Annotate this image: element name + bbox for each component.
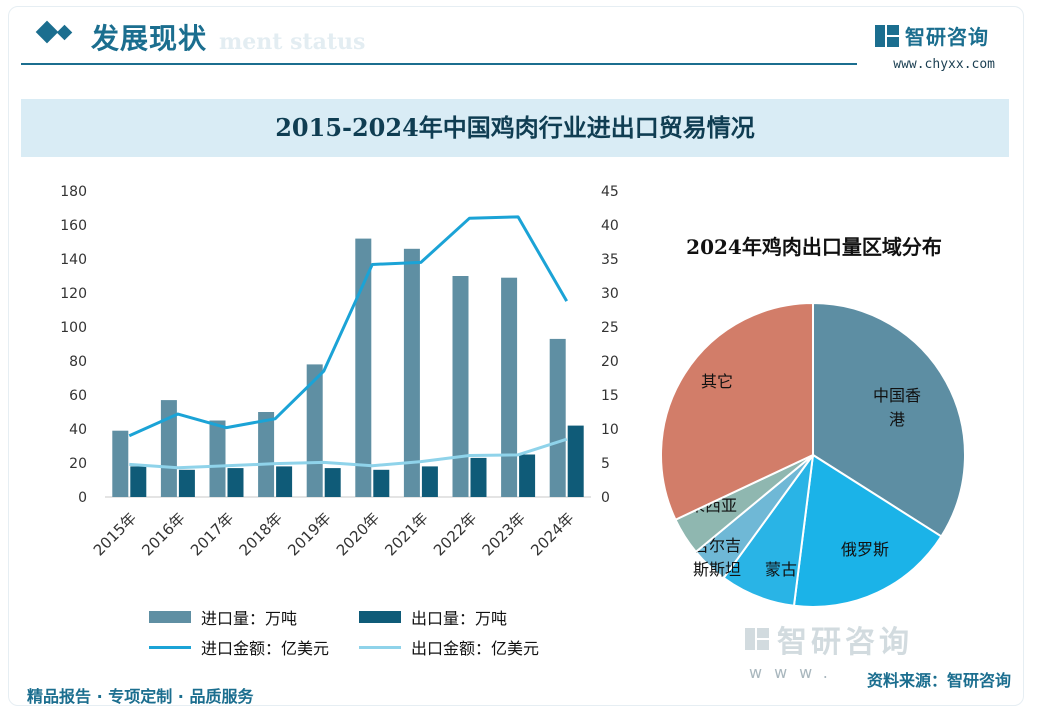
bar-import-volume — [209, 420, 226, 497]
x-tick-label: 2020年 — [333, 509, 383, 559]
line-export-value — [129, 437, 568, 470]
y-tick-label: 160 — [60, 218, 87, 234]
legend-label: 进口量：万吨 — [201, 609, 298, 628]
y-tick-label: 40 — [69, 422, 87, 438]
chart-canvas: 0 20 40 60 80 100 120 140 160 180 0 5 10 15 20 25 30 35 40… — [60, 184, 966, 608]
pie-slice-label: 港 — [889, 410, 905, 429]
y2-tick-label: 45 — [601, 184, 619, 200]
legend-item-import-value: 进口金额：亿美元 — [149, 635, 329, 659]
watermark-brand: 智研咨询 — [777, 625, 913, 660]
pie-slice — [792, 453, 943, 608]
legend-item-import-volume: 进口量：万吨 — [149, 605, 297, 629]
x-tick-label: 2024年 — [527, 509, 577, 559]
y-tick-label: 100 — [60, 320, 87, 336]
bar-import-volume — [258, 412, 275, 497]
brand-name: 智研咨询 — [905, 25, 989, 49]
pie-slice-label: 蒙古 — [765, 560, 797, 579]
watermark-url: www. — [749, 663, 840, 682]
y-tick-label: 140 — [60, 252, 87, 268]
brand-logo: 智研咨询 — [875, 21, 989, 50]
bar-import-volume — [403, 248, 420, 497]
y2-tick-label: 0 — [601, 490, 610, 506]
pie-title: 2024年鸡肉出口量区域分布 — [686, 235, 942, 259]
y2-tick-label: 10 — [601, 422, 619, 438]
bar-export-volume — [519, 454, 536, 497]
bar-export-volume — [130, 466, 147, 497]
legend-label: 出口金额：亿美元 — [411, 639, 540, 658]
x-tick-label: 2021年 — [381, 509, 431, 559]
header: ment status 发展现状 智研咨询 www.chyxx.com — [9, 7, 1023, 72]
footer-slogan: 精品报告 · 专项定制 · 品质服务 — [27, 687, 254, 706]
watermark-logo: 智研咨询 — [745, 617, 913, 661]
bar-export-volume — [421, 466, 438, 497]
x-tick-label: 2015年 — [90, 509, 140, 559]
brand-logo-icon — [875, 24, 899, 47]
bar-export-volume — [276, 466, 293, 497]
y2-tick-label: 20 — [601, 354, 619, 370]
chart-title: 2015-2024年中国鸡肉行业进出口贸易情况 — [275, 113, 755, 142]
y2-tick-label: 25 — [601, 320, 619, 336]
bar-import-volume — [160, 400, 177, 497]
legend-swatch-export-volume — [359, 611, 401, 623]
source-note: 资料来源：智研咨询 — [866, 671, 1011, 690]
y-tick-label: 60 — [69, 388, 87, 404]
bar-export-volume — [567, 425, 584, 497]
y-tick-label: 180 — [60, 184, 87, 200]
report-card: ment status 发展现状 智研咨询 www.chyxx.com 2015… — [8, 6, 1024, 706]
bar-export-volume — [178, 469, 195, 497]
bar-import-volume — [452, 276, 469, 497]
y2-tick-label: 40 — [601, 218, 619, 234]
title-band: 2015-2024年中国鸡肉行业进出口贸易情况 — [21, 99, 1009, 157]
legend-item-export-value: 出口金额：亿美元 — [359, 635, 539, 659]
line-import-value — [128, 215, 568, 438]
x-tick-label: 2016年 — [138, 509, 188, 559]
y2-tick-label: 15 — [601, 388, 619, 404]
header-divider — [21, 63, 857, 65]
y2-tick-label: 35 — [601, 252, 619, 268]
bar-import-volume — [501, 277, 518, 497]
section-title: 发展现状 — [91, 22, 208, 55]
watermark-logo-icon — [745, 628, 769, 650]
y-tick-label: 80 — [69, 354, 87, 370]
legend-item-export-volume: 出口量：万吨 — [359, 605, 507, 629]
legend-swatch-import-value — [149, 645, 191, 649]
y-tick-label: 0 — [78, 490, 87, 506]
bar-export-volume — [324, 468, 341, 497]
section-subtitle: ment status — [219, 29, 366, 55]
x-tick-label: 2018年 — [236, 509, 286, 559]
y2-tick-label: 30 — [601, 286, 619, 302]
bar-import-volume — [355, 238, 372, 497]
bar-export-volume — [373, 469, 390, 497]
bar-export-volume — [227, 468, 244, 497]
y-tick-label: 120 — [60, 286, 87, 302]
bar-import-volume — [112, 430, 129, 497]
x-tick-label: 2023年 — [479, 509, 529, 559]
y2-tick-label: 5 — [601, 456, 610, 472]
y-tick-label: 20 — [69, 456, 87, 472]
legend-label: 出口量：万吨 — [411, 609, 508, 628]
legend-swatch-import-volume — [149, 611, 191, 623]
x-tick-label: 2019年 — [284, 509, 334, 559]
legend-swatch-export-value — [359, 645, 401, 649]
brand-url: www.chyxx.com — [893, 57, 995, 72]
pie-slice — [660, 301, 814, 522]
x-tick-label: 2022年 — [430, 509, 480, 559]
pie-slice-label: 其它 — [701, 372, 733, 391]
bar-export-volume — [470, 457, 487, 497]
pie-slice-label: 斯斯坦 — [693, 560, 741, 579]
pie-slice-label: 中国香 — [873, 386, 921, 405]
legend-label: 进口金额：亿美元 — [201, 639, 330, 658]
bar-import-volume — [549, 338, 566, 497]
pie-slice-label: 俄罗斯 — [841, 540, 889, 559]
legend: 进口量：万吨 出口量：万吨 进口金额：亿美元 出口金额：亿美元 — [149, 605, 609, 665]
x-tick-label: 2017年 — [187, 509, 237, 559]
